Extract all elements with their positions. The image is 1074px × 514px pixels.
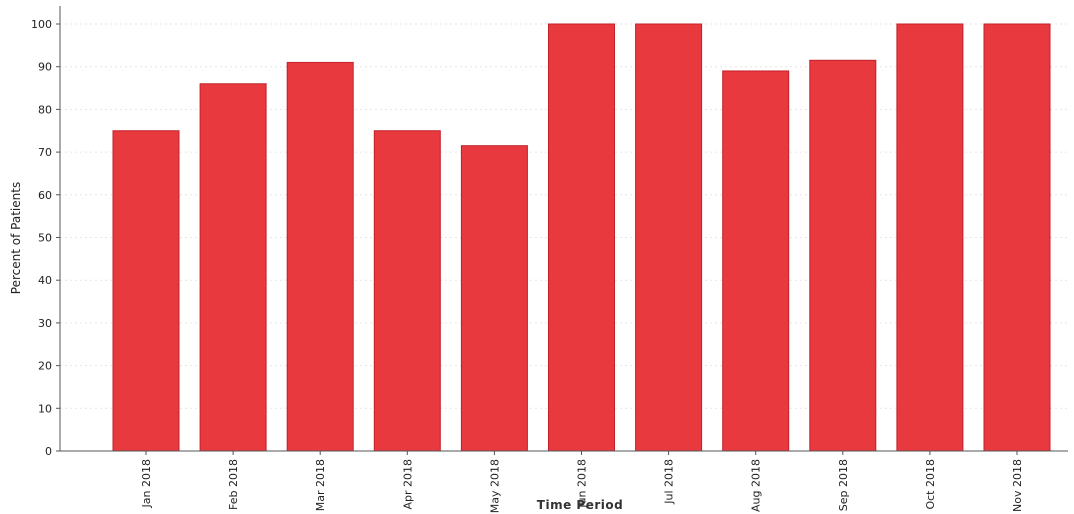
x-tick-label: Jan 2018: [140, 459, 153, 508]
bar-may-2018: [460, 145, 528, 452]
x-axis-ticks: Jan 2018 Feb 2018 Mar 2018 Apr 2018 May 2018…: [140, 451, 1024, 513]
bar-jan-2018: [112, 130, 180, 452]
x-tick-label: Mar 2018: [314, 459, 327, 511]
x-tick-label: Oct 2018: [924, 459, 937, 510]
x-tick-label: Jul 2018: [663, 459, 676, 505]
y-tick-label: 80: [38, 103, 52, 116]
y-tick-label: 20: [38, 360, 52, 373]
x-tick-label: May 2018: [488, 459, 501, 513]
x-tick-label: Nov 2018: [1011, 459, 1024, 512]
bar-mar-2018: [286, 61, 354, 452]
y-tick-label: 30: [38, 317, 52, 330]
bars: [112, 23, 1051, 452]
y-axis-title: Percent of Patients: [9, 182, 23, 294]
x-tick-label: Feb 2018: [227, 459, 240, 510]
y-tick-label: 90: [38, 61, 52, 74]
y-tick-label: 70: [38, 146, 52, 159]
bar-feb-2018: [199, 83, 267, 452]
x-axis-title: Time Period: [537, 498, 623, 512]
bar-sep-2018: [809, 59, 877, 452]
y-tick-label: 100: [31, 18, 52, 31]
y-axis-ticks: 0 10 20 30 40 50 60 70 80 90 100: [31, 18, 60, 458]
bar-aug-2018: [722, 70, 790, 452]
y-tick-label: 40: [38, 274, 52, 287]
bar-nov-2018: [983, 23, 1051, 452]
y-tick-label: 60: [38, 189, 52, 202]
bar-oct-2018: [896, 23, 964, 452]
x-tick-label: Aug 2018: [750, 459, 763, 512]
y-tick-label: 50: [38, 232, 52, 245]
bar-jul-2018: [635, 23, 703, 452]
y-tick-label: 10: [38, 402, 52, 415]
x-tick-label: Apr 2018: [401, 459, 414, 510]
bar-jun-2018: [548, 23, 615, 452]
x-tick-label: Sep 2018: [837, 459, 850, 511]
y-tick-label: 0: [45, 445, 52, 458]
x-tick-label: Jun 2018: [576, 459, 589, 509]
bar-apr-2018: [373, 130, 441, 452]
